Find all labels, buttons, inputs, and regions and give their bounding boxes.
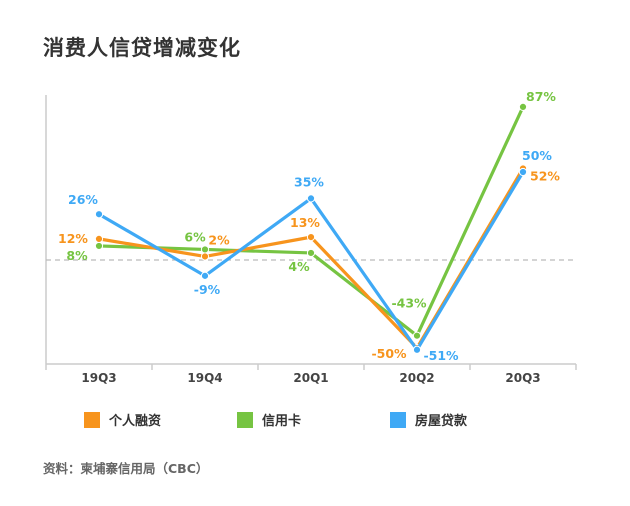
x-tick-label: 20Q1: [293, 371, 328, 385]
data-point: [306, 233, 316, 242]
data-label: 87%: [526, 89, 556, 104]
legend-item-personal: 个人融资: [84, 410, 237, 429]
x-tick-label: 19Q3: [81, 371, 116, 385]
legend-swatch-credit: [237, 411, 253, 428]
data-label: 35%: [294, 174, 324, 189]
data-point: [94, 241, 104, 251]
data-point: [412, 331, 422, 340]
x-tick-label: 20Q3: [505, 371, 540, 385]
data-label: 2%: [208, 232, 230, 247]
x-tick-label: 20Q2: [399, 371, 434, 385]
x-tick-label: 19Q4: [187, 371, 222, 385]
data-point: [306, 194, 316, 203]
legend-swatch-personal: [84, 411, 100, 428]
data-label: 8%: [66, 248, 88, 263]
data-label: 4%: [288, 259, 310, 274]
chart-title: 消费人信贷增减变化: [43, 36, 241, 60]
source-note: 资料：柬埔寨信用局（CBC）: [43, 461, 209, 476]
data-label: 50%: [522, 148, 552, 163]
data-point: [94, 234, 104, 243]
legend-label-housing: 房屋贷款: [415, 414, 468, 429]
data-point: [200, 252, 210, 261]
legend-label-personal: 个人融资: [109, 414, 162, 429]
data-point: [94, 210, 104, 219]
data-point: [518, 167, 528, 177]
data-label: 52%: [530, 168, 560, 183]
legend-label-credit: 信用卡: [262, 414, 302, 429]
data-label: -9%: [194, 282, 221, 297]
legend: 个人融资 信用卡 房屋贷款: [84, 410, 467, 429]
line-chart: 19Q3 19Q4 20Q1 20Q2 20Q3 12% 2% 13% -50% 52% 8% 6% 4…: [45, 89, 577, 385]
legend-item-housing: 房屋贷款: [390, 410, 467, 429]
data-label: -51%: [423, 348, 459, 363]
legend-item-credit: 信用卡: [237, 410, 390, 429]
data-label: -43%: [391, 296, 427, 311]
data-point: [306, 248, 316, 258]
legend-swatch-housing: [390, 411, 406, 428]
data-point: [200, 271, 210, 280]
data-label: 12%: [58, 231, 88, 246]
data-point: [412, 345, 422, 354]
data-label: 13%: [290, 215, 320, 230]
data-label: -50%: [371, 346, 407, 361]
data-label: 26%: [68, 192, 98, 207]
data-label: 6%: [184, 229, 206, 244]
data-point: [518, 102, 528, 111]
